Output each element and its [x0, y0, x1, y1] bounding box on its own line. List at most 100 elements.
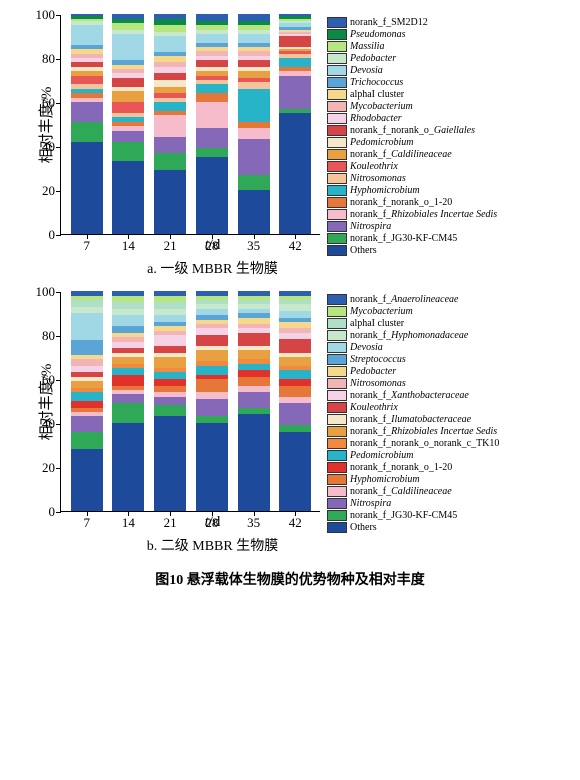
legend-label: norank_f_Xanthobacteraceae	[350, 390, 469, 402]
bar-segment	[112, 296, 144, 303]
legend-item: norank_f_SM2D12	[327, 17, 497, 29]
legend-swatch	[327, 378, 347, 389]
bar-segment	[238, 318, 270, 325]
chart-b: 相对丰度/% 02040608010071421283542 norank_f_…	[15, 292, 565, 555]
bar-segment	[112, 34, 144, 60]
bar-segment	[112, 23, 144, 30]
bar-segment	[196, 350, 228, 361]
bar-segment	[196, 84, 228, 93]
bar-segment	[71, 432, 103, 450]
bar-segment	[196, 335, 228, 346]
legend-item: Nitrospira	[327, 498, 499, 510]
bar-segment	[154, 315, 186, 322]
bar-segment	[71, 359, 103, 366]
xtick-label: 14	[122, 515, 135, 531]
legend-label: Devosia	[350, 65, 383, 77]
bar-segment	[71, 449, 103, 511]
legend-item: norank_f_JG30-KF-CM45	[327, 233, 497, 245]
xtick-label: 28	[205, 515, 218, 531]
bar-segment	[196, 392, 228, 399]
ytick-label: 40	[27, 416, 55, 432]
bar-segment	[279, 339, 311, 352]
bar-segment	[154, 379, 186, 386]
bar-segment	[196, 423, 228, 511]
bar-segment	[112, 131, 144, 142]
bar-segment	[112, 342, 144, 349]
legend-swatch	[327, 173, 347, 184]
legend-label: Mycobacterium	[350, 306, 413, 318]
legend-item: Others	[327, 522, 499, 534]
bar-segment	[71, 381, 103, 388]
legend-swatch	[327, 161, 347, 172]
legend-swatch	[327, 450, 347, 461]
legend-label: Nitrosomonas	[350, 173, 406, 185]
legend-swatch	[327, 462, 347, 473]
legend-item: Mycobacterium	[327, 306, 499, 318]
bar-segment	[279, 370, 311, 379]
legend-label: Streptococcus	[350, 354, 406, 366]
bar-segment	[279, 379, 311, 386]
legend-swatch	[327, 330, 347, 341]
xtick-label: 42	[289, 238, 302, 254]
bar-segment	[196, 366, 228, 375]
bar-segment	[279, 357, 311, 366]
legend-item: Massilia	[327, 41, 497, 53]
bar-segment	[238, 122, 270, 129]
xtick-label: 21	[164, 515, 177, 531]
legend-label: norank_f_Hyphomonadaceae	[350, 330, 468, 342]
bar-segment	[71, 122, 103, 142]
bar-segment	[154, 80, 186, 87]
xtick-label: 21	[164, 238, 177, 254]
legend-item: alphaI cluster	[327, 89, 497, 101]
legend-item: Nitrospira	[327, 221, 497, 233]
bar-segment	[112, 78, 144, 87]
bar-segment	[238, 89, 270, 122]
xtick-label: 7	[83, 515, 90, 531]
legend-swatch	[327, 306, 347, 317]
bar-segment	[238, 34, 270, 43]
bar-segment	[112, 91, 144, 102]
bar	[154, 291, 186, 511]
legend-swatch	[327, 137, 347, 148]
bar-segment	[112, 315, 144, 326]
legend-item: Pedobacter	[327, 53, 497, 65]
legend-swatch	[327, 426, 347, 437]
bar-segment	[112, 403, 144, 423]
bar-segment	[71, 142, 103, 234]
bar-segment	[238, 190, 270, 234]
bar-segment	[238, 14, 270, 21]
legend-swatch	[327, 53, 347, 64]
legend-item: Devosia	[327, 342, 499, 354]
legend-swatch	[327, 113, 347, 124]
legend-label: Devosia	[350, 342, 383, 354]
bar-segment	[196, 328, 228, 335]
ytick-label: 60	[27, 372, 55, 388]
legend-label: norank_f_Caldilineaceae	[350, 486, 452, 498]
ytick-label: 20	[27, 183, 55, 199]
legend-label: Mycobacterium	[350, 101, 413, 113]
bar-segment	[154, 346, 186, 353]
bar-segment	[71, 392, 103, 401]
legend-swatch	[327, 77, 347, 88]
legend-label: Kouleothrix	[350, 402, 398, 414]
bar-segment	[279, 304, 311, 311]
legend-label: norank_f_Rhizobiales Incertae Sedis	[350, 426, 497, 438]
bar	[112, 291, 144, 511]
legend-label: Pseudomonas	[350, 29, 406, 41]
legend-item: Kouleothrix	[327, 161, 497, 173]
bar-segment	[196, 93, 228, 102]
legend-swatch	[327, 342, 347, 353]
legend-swatch	[327, 318, 347, 329]
legend-item: Devosia	[327, 65, 497, 77]
legend-label: alphaI cluster	[350, 318, 404, 330]
bar-segment	[71, 313, 103, 339]
xtick-label: 35	[247, 515, 260, 531]
bar-segment	[238, 175, 270, 190]
legend-label: Pedomicrobium	[350, 450, 414, 462]
bar-segment	[279, 333, 311, 340]
legend-swatch	[327, 474, 347, 485]
legend-swatch	[327, 390, 347, 401]
bar	[71, 291, 103, 511]
legend-label: norank_f_Ilumatobacteraceae	[350, 414, 471, 426]
bar-segment	[71, 340, 103, 355]
